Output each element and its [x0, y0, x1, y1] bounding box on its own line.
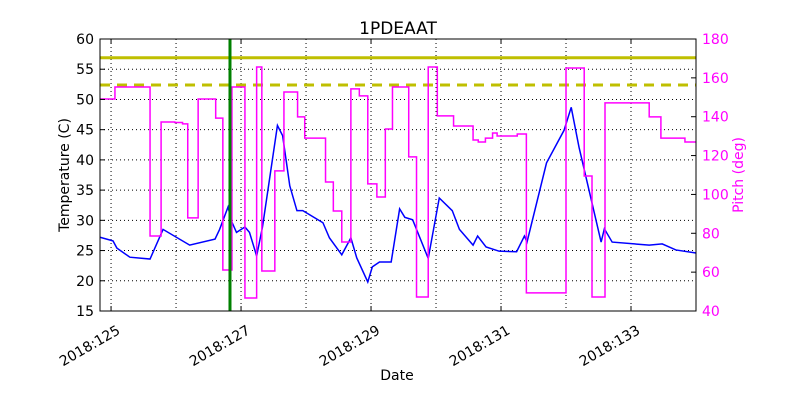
- y-tick-label: 35: [76, 183, 94, 199]
- y-tick-label: 60: [76, 32, 94, 48]
- y2-tick-label: 140: [702, 110, 729, 126]
- temperature-line: [99, 107, 697, 285]
- limit-lines: [100, 56, 696, 87]
- x-axis-label: Date: [380, 368, 413, 384]
- y2-tick-label: 120: [702, 149, 729, 165]
- series-lines: [99, 66, 697, 299]
- y2-tick-label: 60: [702, 265, 720, 281]
- y-axis-ticks: 15 20 25 30 35 40 45 50 55 60: [76, 32, 105, 320]
- y-tick-label: 55: [76, 62, 94, 78]
- y2-tick-label: 100: [702, 187, 729, 203]
- y-tick-label: 25: [76, 244, 94, 260]
- y2-tick-label: 40: [702, 304, 720, 320]
- y-tick-label: 40: [76, 153, 94, 169]
- y2-axis-ticks: 40 60 80 100 120 140 160 180: [691, 32, 729, 320]
- y2-axis-label: Pitch (deg): [731, 137, 747, 213]
- y2-tick-label: 80: [702, 226, 720, 242]
- y-axis-label: Temperature (C): [57, 118, 73, 233]
- y-tick-label: 30: [76, 213, 94, 229]
- y-tick-label: 50: [76, 92, 94, 108]
- y2-tick-label: 160: [702, 71, 729, 87]
- y-tick-label: 20: [76, 274, 94, 290]
- y2-tick-label: 180: [702, 32, 729, 48]
- y-tick-label: 15: [76, 304, 94, 320]
- plot-frame: [99, 38, 697, 312]
- y-tick-label: 45: [76, 123, 94, 139]
- chart-title: 1PDEAAT: [359, 19, 437, 39]
- pitch-line: [100, 66, 696, 299]
